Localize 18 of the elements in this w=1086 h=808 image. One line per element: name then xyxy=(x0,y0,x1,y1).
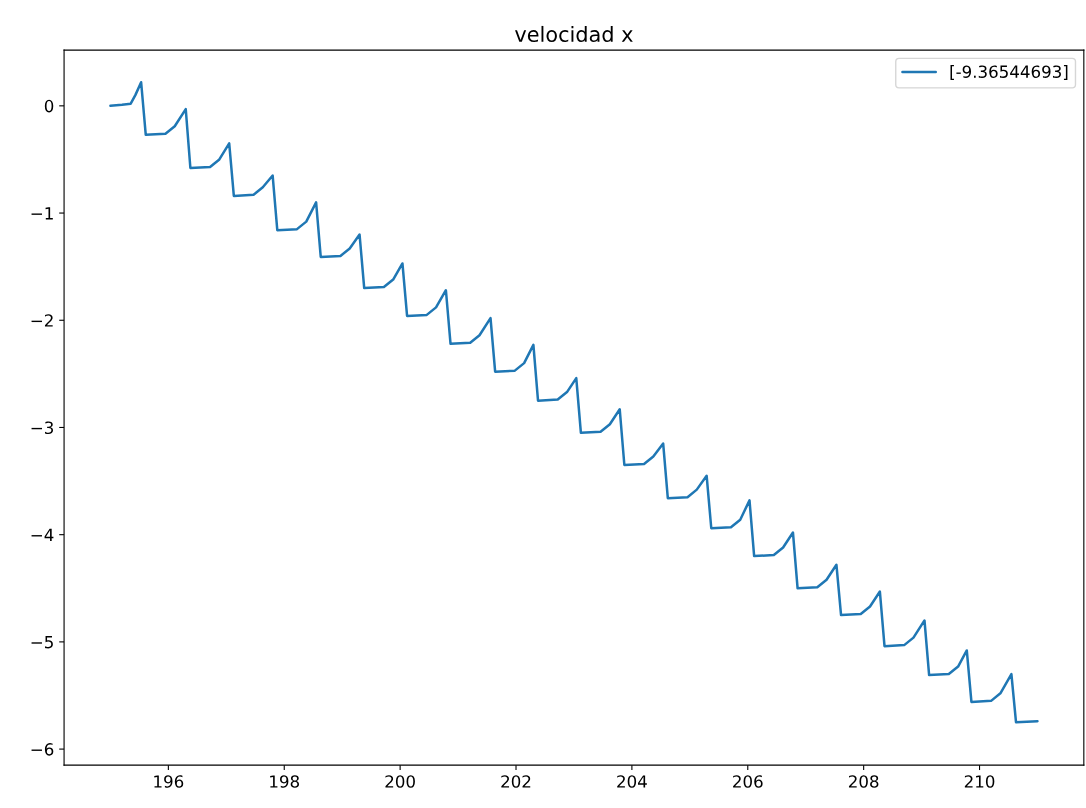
y-tick-label: −5 xyxy=(31,636,53,649)
legend-label: [-9.36544693] xyxy=(950,65,1068,80)
y-tick-label: −4 xyxy=(31,528,54,542)
x-tick-label: 206 xyxy=(733,775,763,788)
x-tick-label: 198 xyxy=(270,775,300,788)
chart-title: velocidad x xyxy=(515,25,633,43)
x-tick-label: 204 xyxy=(617,775,647,788)
y-tick-label: −6 xyxy=(31,743,54,756)
y-tick-label: −2 xyxy=(31,314,53,327)
x-tick-label: 200 xyxy=(385,775,415,788)
y-tick-label: −3 xyxy=(31,421,54,435)
y-tick-label: 0 xyxy=(44,99,54,113)
x-tick-label: 202 xyxy=(501,775,531,788)
x-tick-label: 210 xyxy=(964,775,995,788)
x-tick-label: 208 xyxy=(848,775,879,788)
y-tick-label: −1 xyxy=(31,207,53,220)
line-series xyxy=(109,81,1039,724)
x-tick-label: 196 xyxy=(154,775,184,788)
